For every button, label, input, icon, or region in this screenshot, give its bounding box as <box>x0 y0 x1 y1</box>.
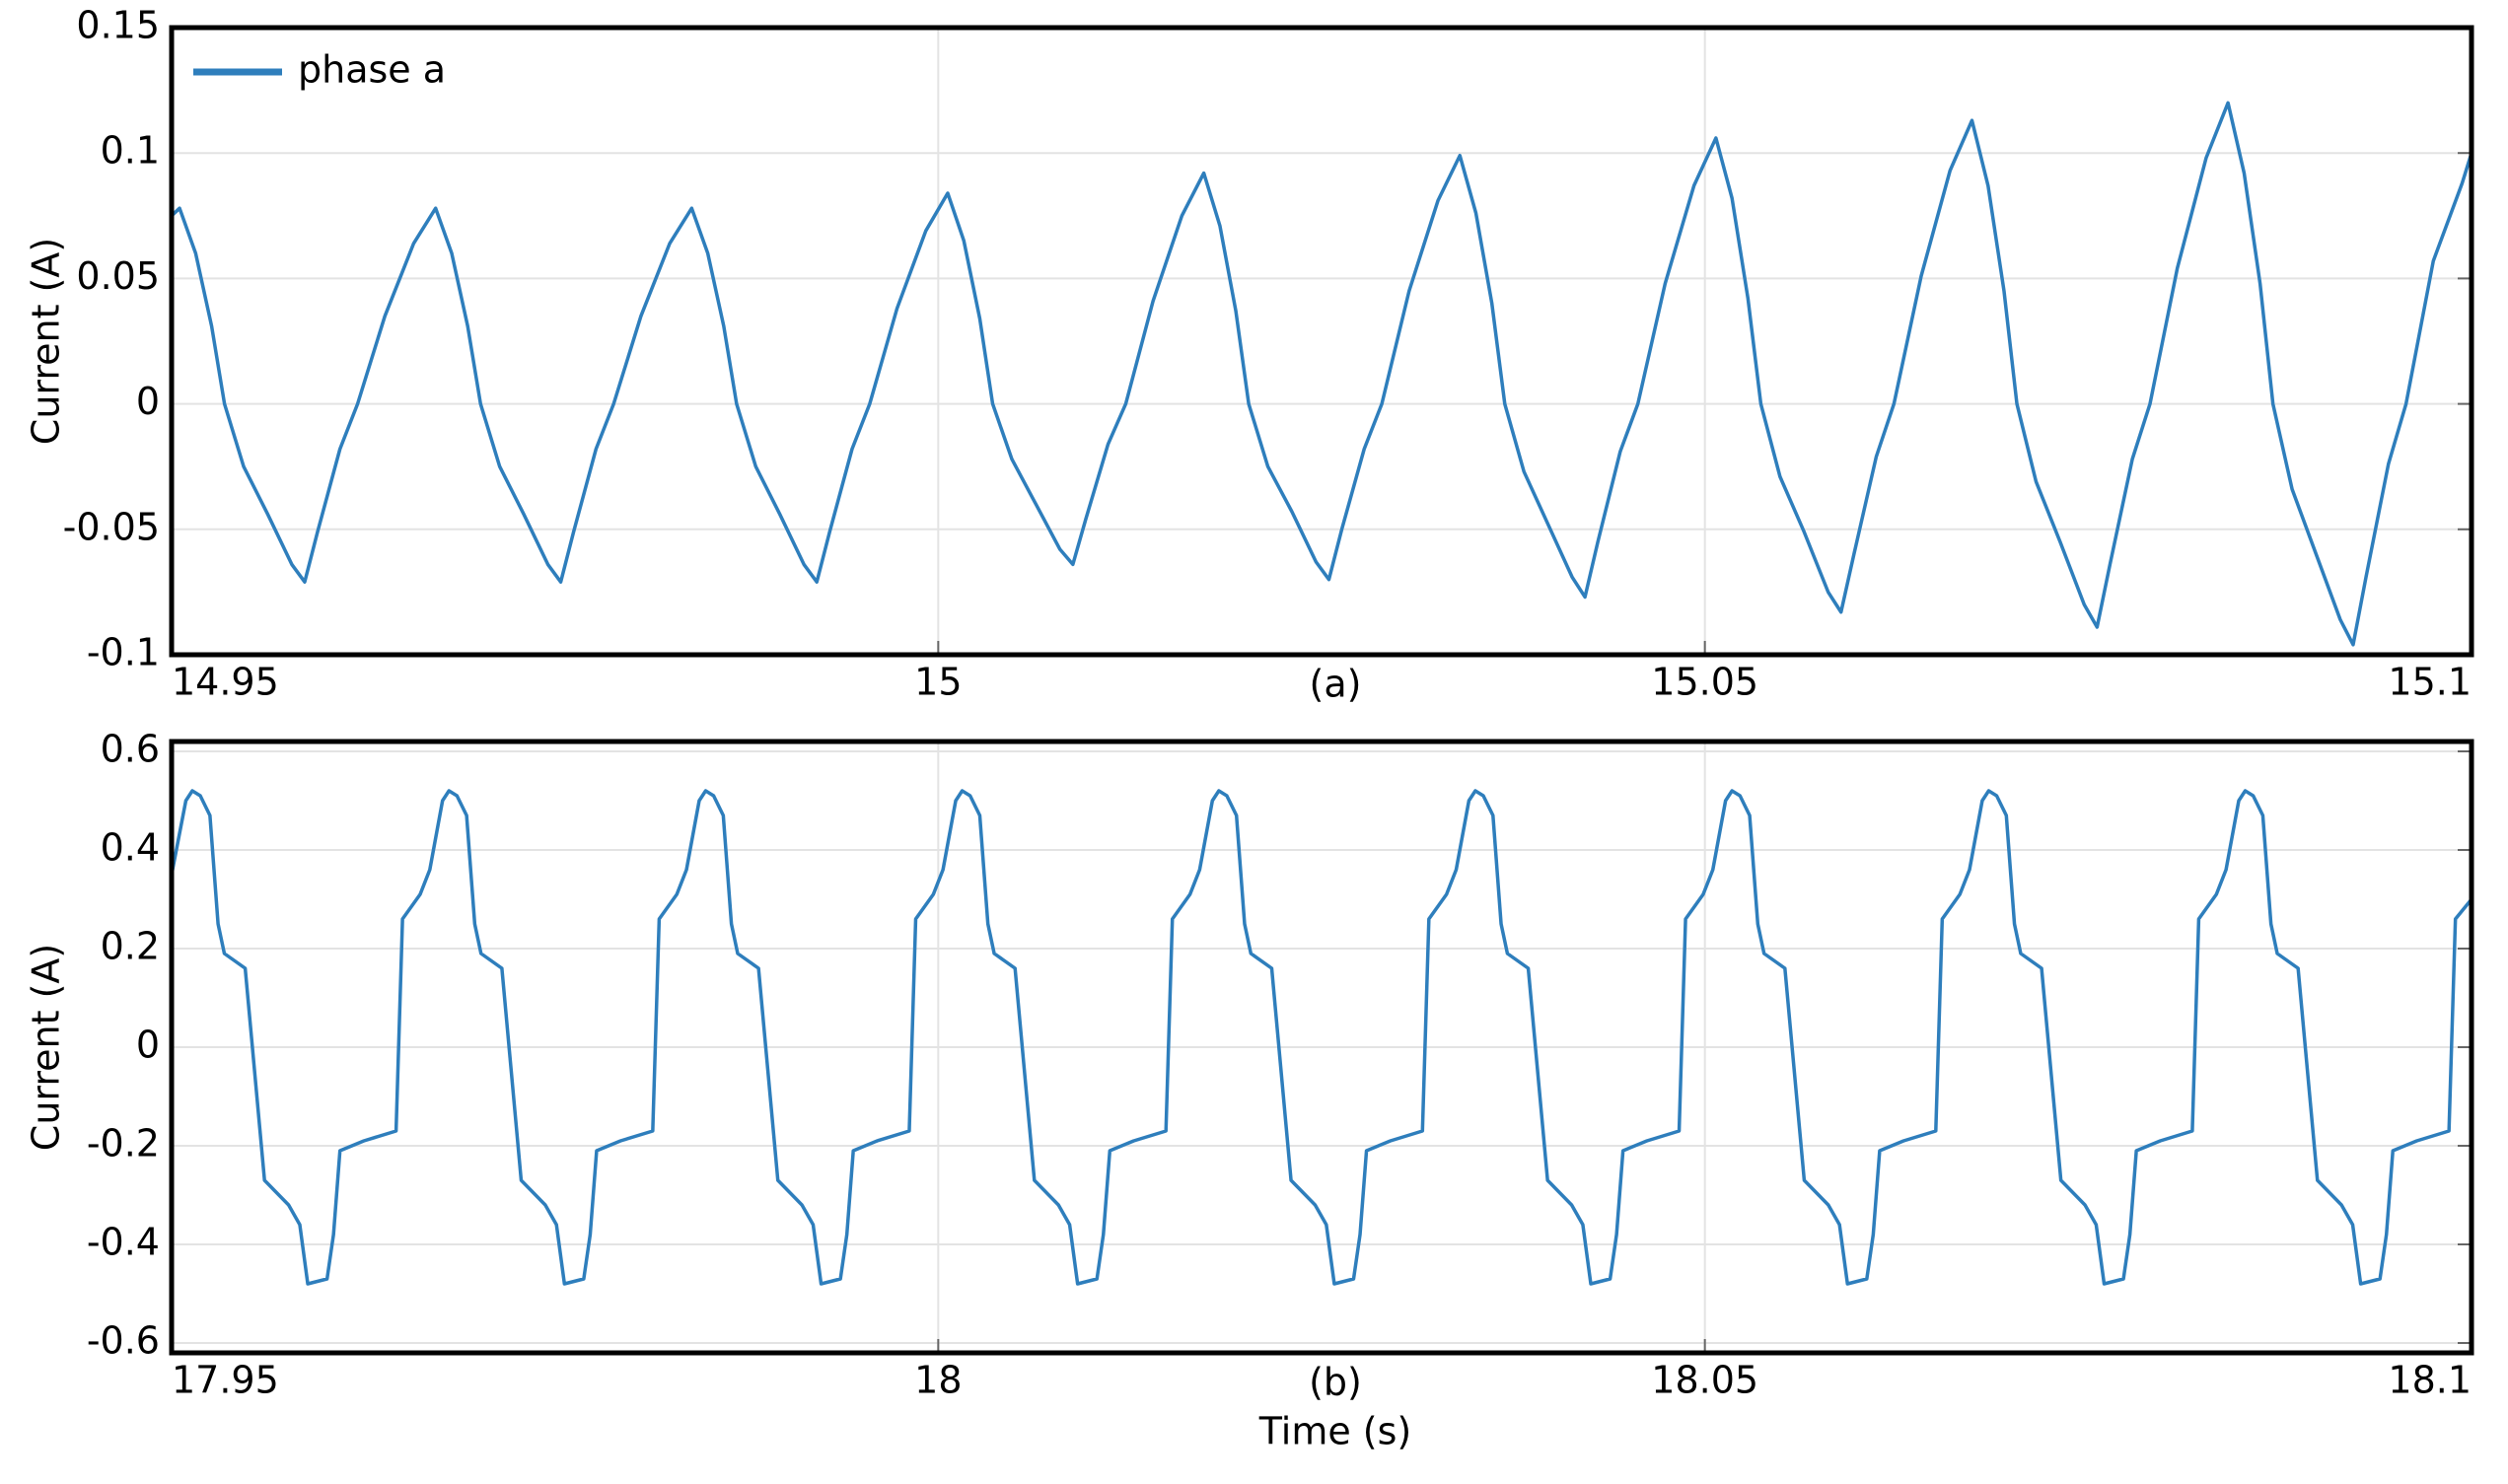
y-tick-label: 0.6 <box>101 728 160 771</box>
x-tick-label: 15.1 <box>2388 661 2472 704</box>
y-tick-label: 0 <box>136 380 160 423</box>
y-tick-label: -0.1 <box>87 631 160 674</box>
caption: (a) <box>1310 663 1362 706</box>
y-tick-label: 0.2 <box>101 925 160 968</box>
y-tick-label: -0.6 <box>87 1319 160 1363</box>
x-tick-label: 17.95 <box>172 1359 279 1402</box>
y-tick-label: -0.4 <box>87 1221 160 1264</box>
plot-frame <box>169 25 2474 658</box>
y-tick-label: 0 <box>136 1024 160 1067</box>
y-tick-label: 0.1 <box>101 129 160 173</box>
x-tick-label: 15 <box>914 661 962 704</box>
y-tick-label: -0.05 <box>63 505 160 548</box>
y-axis-label: Current (A) <box>25 238 68 445</box>
x-tick-label: 14.95 <box>172 661 279 704</box>
x-axis-label: Time (s) <box>1258 1410 1412 1453</box>
y-tick-label: 0.05 <box>76 254 160 298</box>
y-tick-label: 0.15 <box>76 4 160 47</box>
x-tick-label: 18.1 <box>2388 1359 2472 1402</box>
y-tick-label: 0.4 <box>101 826 160 870</box>
x-tick-label: 18.05 <box>1651 1359 1758 1402</box>
data-line <box>170 101 2473 647</box>
x-tick-label: 18 <box>914 1359 962 1402</box>
y-tick-label: -0.2 <box>87 1122 160 1166</box>
plot-frame <box>169 739 2474 1356</box>
x-tick-label: 15.05 <box>1651 661 1758 704</box>
legend-label: phase a <box>298 48 446 92</box>
data-line <box>170 789 2473 1286</box>
y-axis-label: Current (A) <box>25 944 68 1151</box>
caption: (b) <box>1309 1361 1362 1404</box>
